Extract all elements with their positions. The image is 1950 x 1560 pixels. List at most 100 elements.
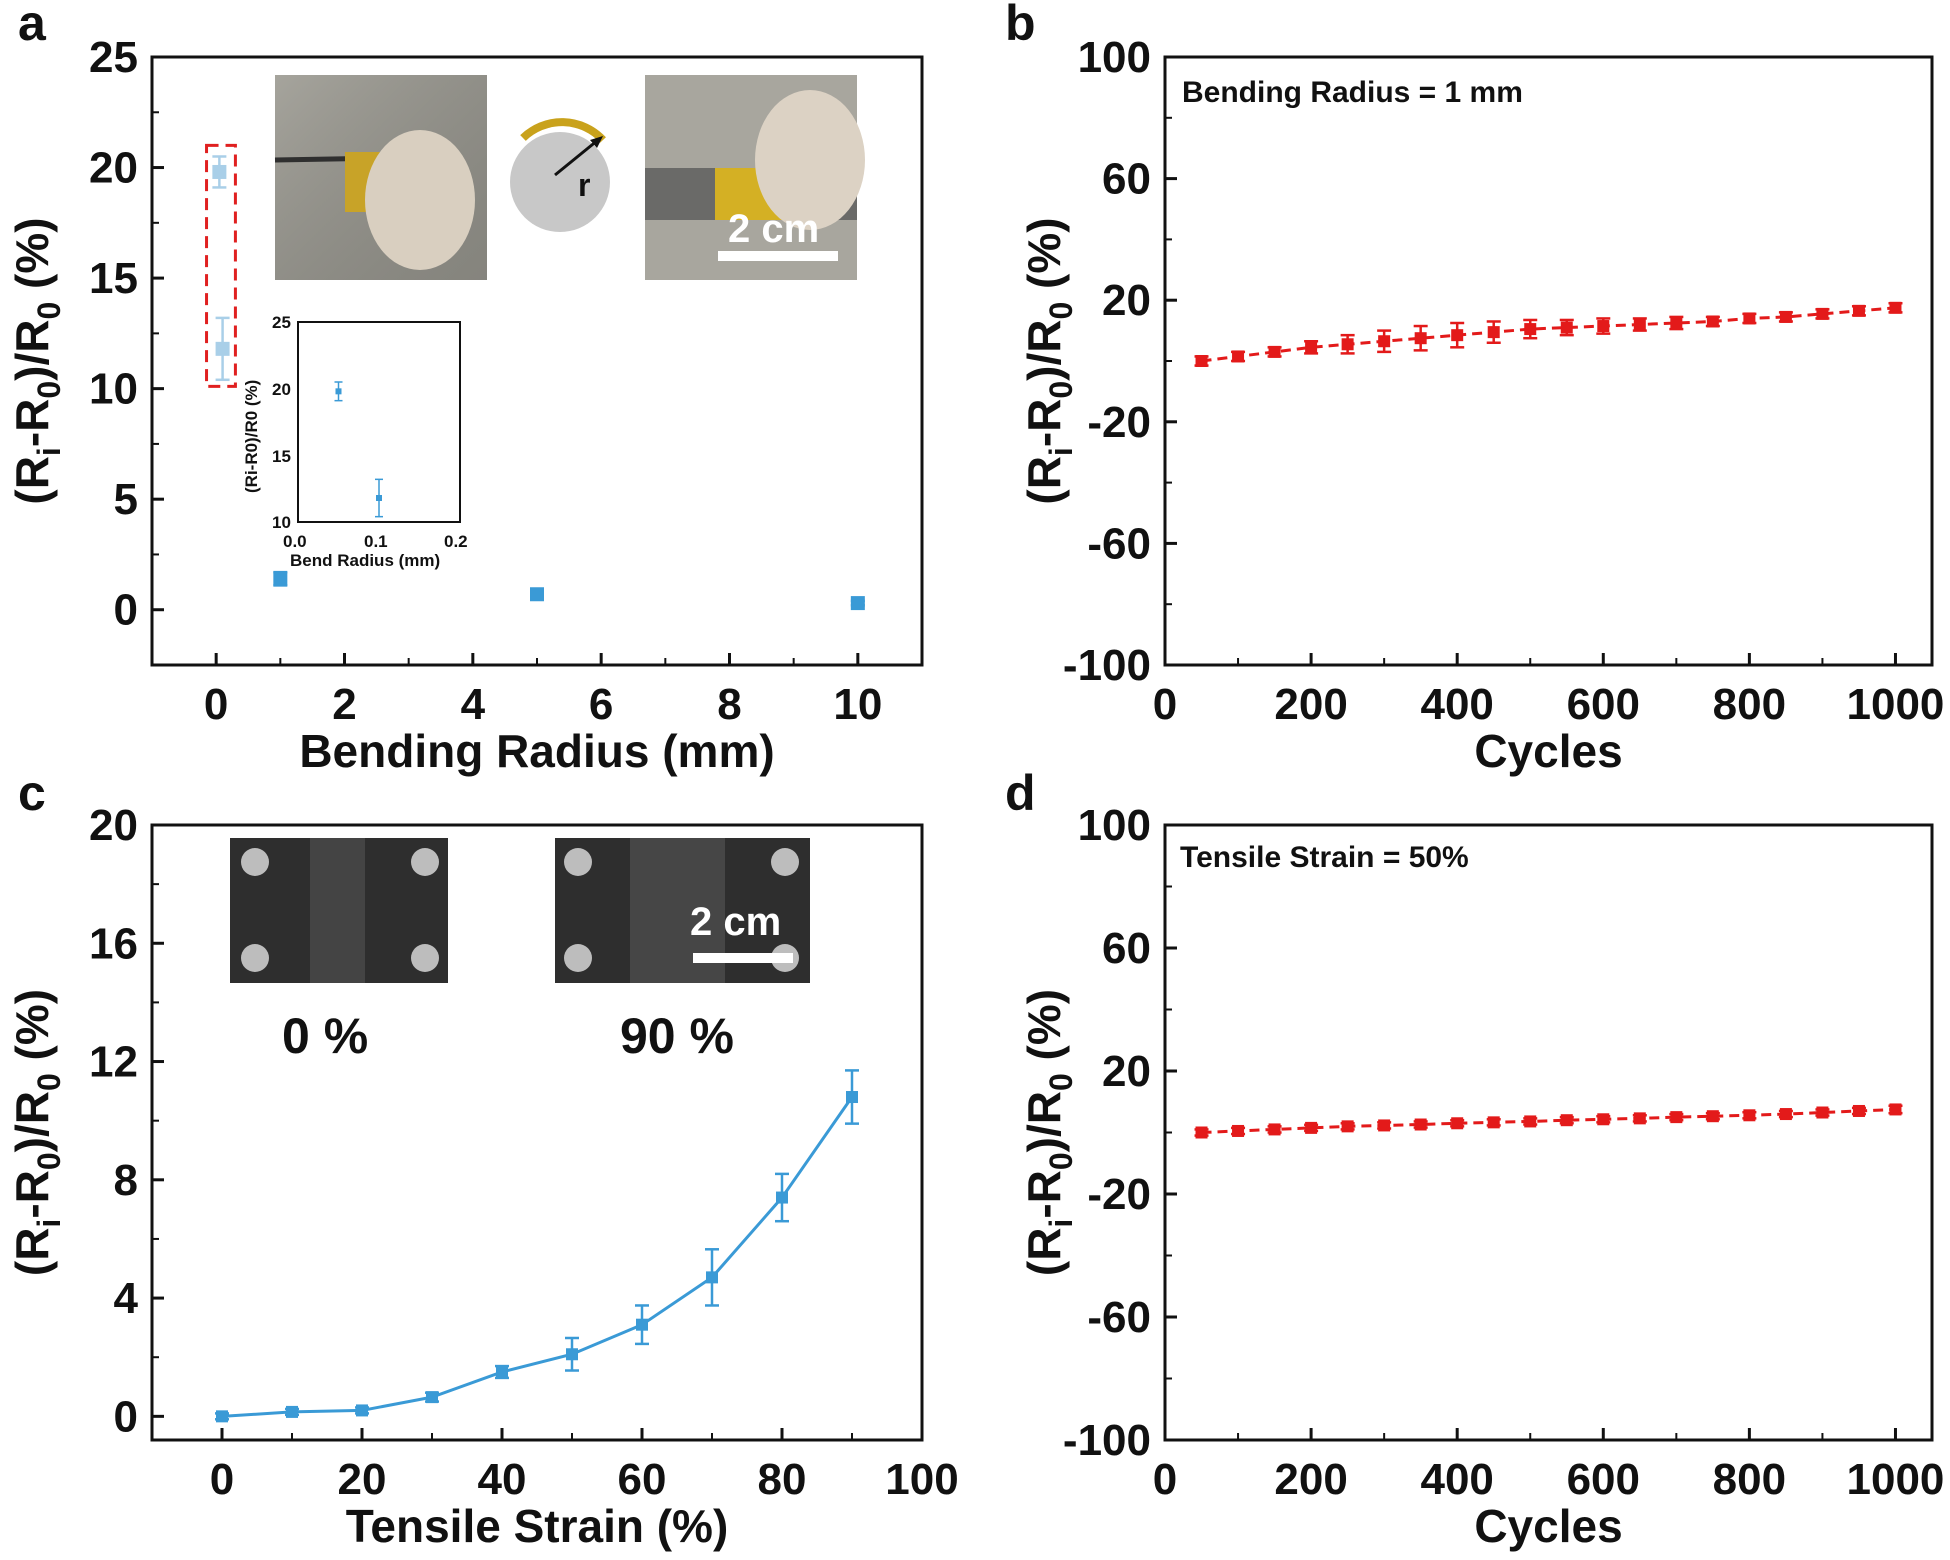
y-tick-label: 100 [1078, 33, 1151, 82]
x-tick-label: 800 [1713, 1455, 1786, 1504]
highlighted-point [215, 341, 230, 356]
x-tick-label: 100 [885, 1455, 958, 1504]
y-tick-label: 20 [89, 801, 138, 850]
data-point [1597, 320, 1610, 333]
data-point [1852, 304, 1865, 317]
x-tick-label: 400 [1420, 1455, 1493, 1504]
plots-layer: 0 5 10 15 20 25 0 2 4 6 8 10 Bending Radius (mm) (Ri-… [6, 33, 1944, 1552]
inset-ytick: 10 [272, 513, 291, 532]
x-tick-label: 600 [1567, 1455, 1640, 1504]
data-point [1816, 1106, 1829, 1119]
y-tick-label: 20 [1102, 276, 1151, 325]
data-point [1524, 323, 1537, 336]
annotation-bending-radius: Bending Radius = 1 mm [1182, 76, 1523, 109]
panel-letter-a: a [18, 0, 47, 51]
inset-data-point [335, 388, 342, 395]
data-point [496, 1365, 508, 1378]
x-axis-label: Tensile Strain (%) [346, 1500, 729, 1552]
data-point [1889, 301, 1902, 314]
data-point [1232, 1124, 1245, 1137]
data-point [1414, 1118, 1427, 1131]
data-point [1524, 1115, 1537, 1128]
y-tick-label: 20 [1102, 1047, 1151, 1096]
scale-label-c: 2 cm [690, 900, 781, 944]
data-point [1378, 335, 1391, 348]
data-point [1743, 312, 1756, 325]
y-tick-label: 60 [1102, 924, 1151, 973]
inset-data-point [376, 495, 382, 501]
data-point [1597, 1113, 1610, 1126]
y-tick-label: -60 [1087, 1293, 1151, 1342]
y-tick-label: 0 [114, 1392, 138, 1441]
x-tick-label: 8 [717, 680, 741, 729]
data-point [1779, 310, 1792, 323]
x-tick-label: 400 [1420, 680, 1493, 729]
x-tick-label: 60 [618, 1455, 667, 1504]
y-tick-label: 4 [114, 1274, 139, 1323]
annotation-tensile-strain: Tensile Strain = 50% [1180, 841, 1469, 874]
data-point [1487, 326, 1500, 339]
y-tick-label: 0 [114, 586, 138, 635]
series-line [1201, 306, 1896, 363]
series-line [1201, 1107, 1896, 1134]
y-tick-label: -60 [1087, 519, 1151, 568]
y-tick-label: 60 [1102, 155, 1151, 204]
data-point [776, 1191, 788, 1204]
series-line [221, 1096, 854, 1418]
x-tick-label: 4 [461, 680, 486, 729]
x-tick-label: 1000 [1847, 1455, 1945, 1504]
scale-label-a: 2 cm [728, 207, 819, 251]
y-tick-label: 5 [114, 475, 138, 524]
inset-plot: 0.0 0.1 0.2 10 15 20 25 Bend Radius (mm)… [242, 313, 468, 570]
y-tick-label: 15 [89, 254, 138, 303]
y-axis-label: (Ri-R0)/R0 (%) [6, 989, 67, 1276]
data-point [1633, 1112, 1646, 1125]
data-point [356, 1404, 368, 1417]
data-point [1378, 1119, 1391, 1132]
data-point [1779, 1108, 1792, 1121]
highlighted-point [212, 164, 227, 179]
inset-xlabel: Bend Radius (mm) [290, 551, 440, 570]
panel-letter-c: c [18, 765, 46, 821]
y-tick-label: -20 [1087, 398, 1151, 447]
x-tick-label: 200 [1274, 680, 1347, 729]
photo-bending-left [274, 75, 487, 280]
data-point [1670, 317, 1683, 329]
data-point [1195, 355, 1208, 367]
data-point [426, 1391, 438, 1404]
y-tick-label: 16 [89, 919, 138, 968]
data-point [1305, 1121, 1318, 1134]
inset-xtick: 0.2 [444, 532, 468, 551]
data-point [850, 596, 865, 611]
data-point [1268, 345, 1281, 358]
data-point [1487, 1116, 1500, 1129]
x-tick-label: 1000 [1847, 680, 1945, 729]
x-tick-label: 40 [478, 1455, 527, 1504]
y-tick-label: -20 [1087, 1170, 1151, 1219]
x-tick-label: 200 [1274, 1455, 1347, 1504]
data-point [286, 1405, 298, 1418]
data-point [1743, 1109, 1756, 1122]
inset-ylabel: (Ri-R0)/R0 (%) [242, 380, 261, 493]
data-point [1852, 1104, 1865, 1117]
data-point [1341, 1120, 1354, 1133]
plot-a: 0 5 10 15 20 25 0 2 4 6 8 10 Bending Radius (mm) [89, 33, 924, 777]
y-tick-label: 20 [89, 144, 138, 193]
photo-strain-0 [230, 838, 448, 983]
data-point [1195, 1126, 1208, 1139]
data-point [1816, 307, 1829, 320]
x-tick-label: 800 [1713, 680, 1786, 729]
y-tick-label: -100 [1063, 641, 1151, 690]
data-point [1232, 350, 1245, 363]
x-tick-label: 80 [758, 1455, 807, 1504]
x-tick-label: 0 [204, 680, 228, 729]
x-tick-label: 20 [338, 1455, 387, 1504]
data-point [1889, 1103, 1902, 1116]
x-axis-label: Cycles [1474, 1500, 1622, 1552]
inset-ytick: 25 [272, 313, 291, 332]
panel-letter-d: d [1005, 765, 1036, 821]
x-tick-label: 600 [1567, 680, 1640, 729]
inset-xtick: 0.1 [364, 532, 388, 551]
x-tick-label: 2 [332, 680, 356, 729]
